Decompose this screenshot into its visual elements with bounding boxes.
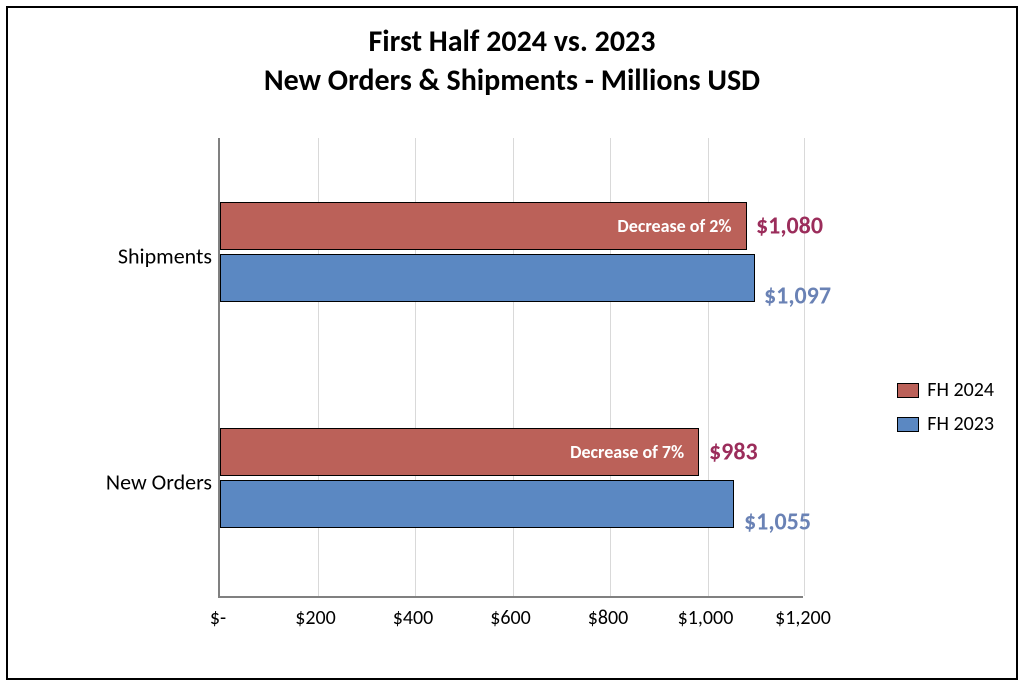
chart-title: First Half 2024 vs. 2023 New Orders & Sh… bbox=[8, 22, 1016, 100]
title-line-1: First Half 2024 vs. 2023 bbox=[8, 22, 1016, 61]
bar-neworders-2023 bbox=[220, 480, 734, 528]
value-label-neworders-2023: $1,055 bbox=[744, 508, 811, 537]
value-label-shipments-2024: $1,080 bbox=[756, 212, 823, 241]
legend-swatch-2024 bbox=[897, 383, 919, 398]
y-category-shipments: Shipments bbox=[118, 243, 212, 270]
bar-annotation: Decrease of 7% bbox=[570, 441, 684, 463]
legend-item-2023: FH 2023 bbox=[897, 412, 994, 436]
bar-annotation: Decrease of 2% bbox=[617, 215, 731, 237]
legend-swatch-2023 bbox=[897, 417, 919, 432]
plot-wrap: Decrease of 2% Decrease of 7% Shipments … bbox=[38, 138, 828, 638]
x-tick-label: $- bbox=[210, 606, 226, 630]
bar-shipments-2023 bbox=[220, 254, 755, 302]
x-tick-label: $1,200 bbox=[775, 606, 831, 630]
plot-area: Decrease of 2% Decrease of 7% bbox=[218, 138, 803, 598]
x-tick-label: $800 bbox=[588, 606, 629, 630]
bar-neworders-2024: Decrease of 7% bbox=[220, 428, 699, 476]
legend: FH 2024 FH 2023 bbox=[897, 368, 994, 446]
x-tick-label: $1,000 bbox=[678, 606, 734, 630]
value-label-neworders-2024: $983 bbox=[709, 438, 758, 467]
y-category-neworders: New Orders bbox=[106, 469, 212, 496]
x-tick-label: $400 bbox=[393, 606, 434, 630]
chart-frame: First Half 2024 vs. 2023 New Orders & Sh… bbox=[6, 6, 1018, 680]
title-line-2: New Orders & Shipments - Millions USD bbox=[8, 61, 1016, 100]
x-tick-label: $200 bbox=[295, 606, 336, 630]
legend-item-2024: FH 2024 bbox=[897, 378, 994, 402]
legend-label-2023: FH 2023 bbox=[927, 412, 994, 436]
legend-label-2024: FH 2024 bbox=[927, 378, 994, 402]
value-label-shipments-2023: $1,097 bbox=[764, 282, 831, 311]
bar-shipments-2024: Decrease of 2% bbox=[220, 202, 747, 250]
x-tick-label: $600 bbox=[490, 606, 531, 630]
